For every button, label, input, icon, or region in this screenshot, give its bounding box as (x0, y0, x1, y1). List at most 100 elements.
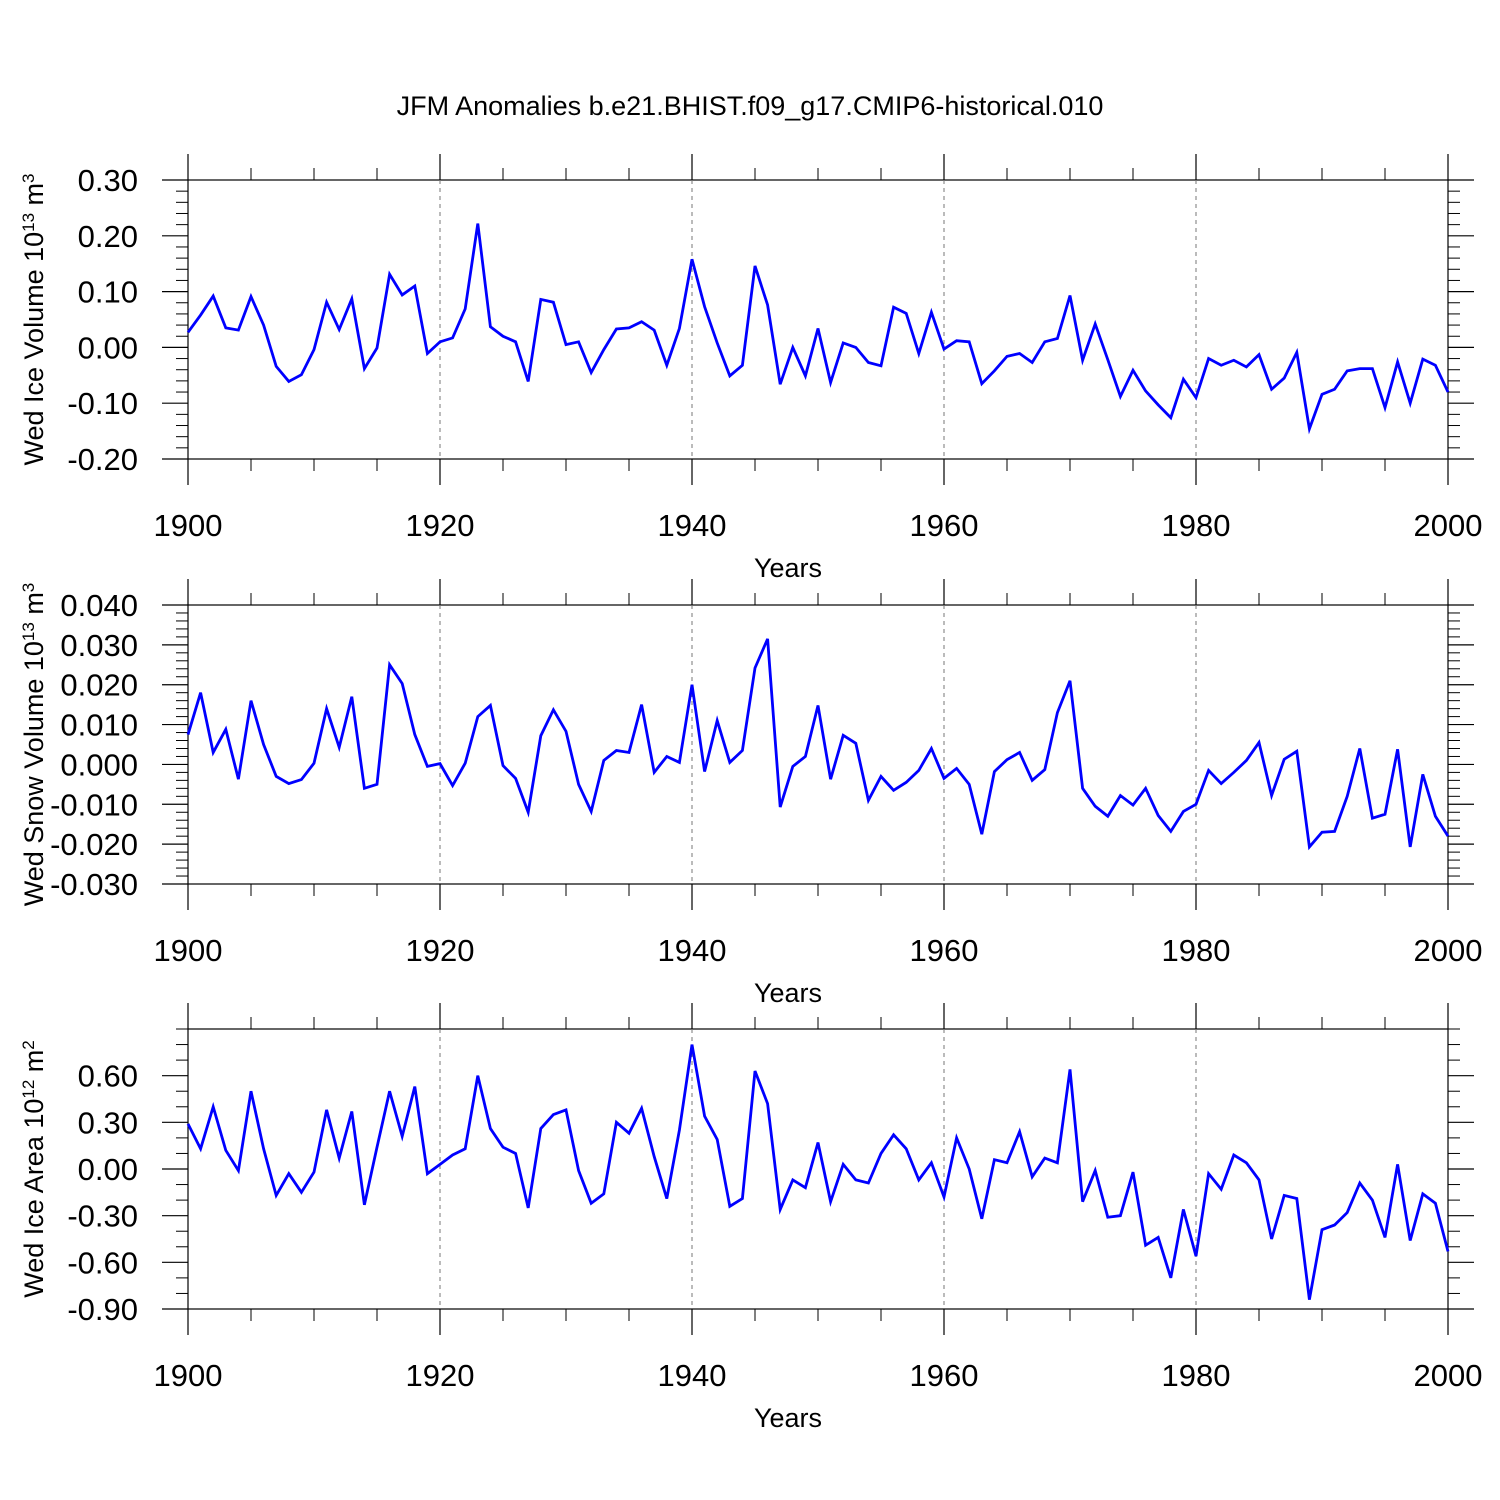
data-point (817, 1142, 819, 1144)
data-point (426, 765, 428, 767)
data-point (1258, 742, 1260, 744)
data-point (1271, 388, 1273, 390)
x-tick-label: 2000 (1414, 508, 1483, 543)
data-point (275, 775, 277, 777)
data-point (804, 375, 806, 377)
data-point (527, 811, 529, 813)
data-point (830, 778, 832, 780)
data-point (275, 365, 277, 367)
data-point (477, 1075, 479, 1077)
data-point (578, 341, 580, 343)
y-tick-label: -0.90 (67, 1292, 138, 1327)
data-point (804, 1187, 806, 1189)
data-point (1082, 1201, 1084, 1203)
data-point (1220, 783, 1222, 785)
data-point (1132, 804, 1134, 806)
data-point (1271, 1238, 1273, 1240)
data-point (943, 777, 945, 779)
data-point (1170, 417, 1172, 419)
data-point (263, 744, 265, 746)
data-point (590, 372, 592, 374)
data-point (767, 304, 769, 306)
data-point (666, 364, 668, 366)
series-line (186, 223, 1450, 435)
data-point (1308, 428, 1310, 430)
data-point (603, 759, 605, 761)
data-point (212, 751, 214, 753)
data-point (225, 327, 227, 329)
data-point (187, 331, 189, 333)
y-tick-label: 0.20 (78, 219, 138, 254)
chart-panel-2: 1900 1920 1940 1960 1980 2000 Years -0.030 -0.02… (19, 579, 1482, 1008)
data-point (515, 777, 517, 779)
data-point (943, 348, 945, 350)
data-point (1094, 805, 1096, 807)
y-axis-title: Wed Ice Area 1012 m2 (19, 1040, 50, 1298)
data-point (1170, 1277, 1172, 1279)
data-point (653, 1156, 655, 1158)
data-point (1258, 354, 1260, 356)
data-point (540, 298, 542, 300)
y-tick-label: 0.040 (60, 588, 138, 623)
data-point (351, 696, 353, 698)
y-tick-label: 0.000 (60, 747, 138, 782)
data-point (1434, 815, 1436, 817)
data-point (1371, 817, 1373, 819)
data-point (288, 783, 290, 785)
data-point (1434, 1202, 1436, 1204)
data-point (603, 1193, 605, 1195)
data-point (615, 1121, 617, 1123)
data-point (1371, 368, 1373, 370)
data-point (956, 340, 958, 342)
data-point (414, 285, 416, 287)
data-point (615, 328, 617, 330)
data-point (225, 1149, 227, 1151)
data-point (1359, 747, 1361, 749)
data-point (225, 728, 227, 730)
data-point (855, 1179, 857, 1181)
data-point (1346, 370, 1348, 372)
data-point (1195, 397, 1197, 399)
data-point (464, 308, 466, 310)
data-point (867, 799, 869, 801)
data-point (200, 692, 202, 694)
data-point (1397, 748, 1399, 750)
data-point (477, 716, 479, 718)
data-point (1233, 359, 1235, 361)
data-point (389, 664, 391, 666)
data-point (1119, 1215, 1121, 1217)
data-point (930, 747, 932, 749)
data-point (426, 353, 428, 355)
x-tick-label: 1960 (910, 508, 979, 543)
x-tick-label: 1940 (658, 508, 727, 543)
data-point (704, 771, 706, 773)
data-point (414, 734, 416, 736)
data-point (880, 775, 882, 777)
data-point (1069, 1068, 1071, 1070)
y-axis-title: Wed Ice Volume 1013 m3 (19, 173, 50, 465)
data-point (628, 1132, 630, 1134)
data-point (704, 1115, 706, 1117)
data-point (502, 1146, 504, 1148)
data-point (1334, 1224, 1336, 1226)
data-point (628, 327, 630, 329)
data-point (867, 361, 869, 363)
data-point (187, 1123, 189, 1125)
data-point (313, 762, 315, 764)
y-tick-label: 0.10 (78, 275, 138, 310)
data-point (552, 1114, 554, 1116)
panels: 1900 1920 1940 1960 1980 2000 Years -0.20 -0.10 0… (19, 154, 1483, 1433)
y-tick-label: 0.60 (78, 1059, 138, 1094)
data-point (1409, 1240, 1411, 1242)
data-point (1157, 1236, 1159, 1238)
data-point (691, 684, 693, 686)
y-tick-label: 0.30 (78, 163, 138, 198)
data-point (968, 341, 970, 343)
data-point (716, 342, 718, 344)
data-point (1447, 835, 1449, 837)
data-point (943, 1196, 945, 1198)
data-point (993, 370, 995, 372)
y-tick-label: -0.030 (50, 867, 138, 902)
data-point (1334, 388, 1336, 390)
data-point (1359, 1182, 1361, 1184)
